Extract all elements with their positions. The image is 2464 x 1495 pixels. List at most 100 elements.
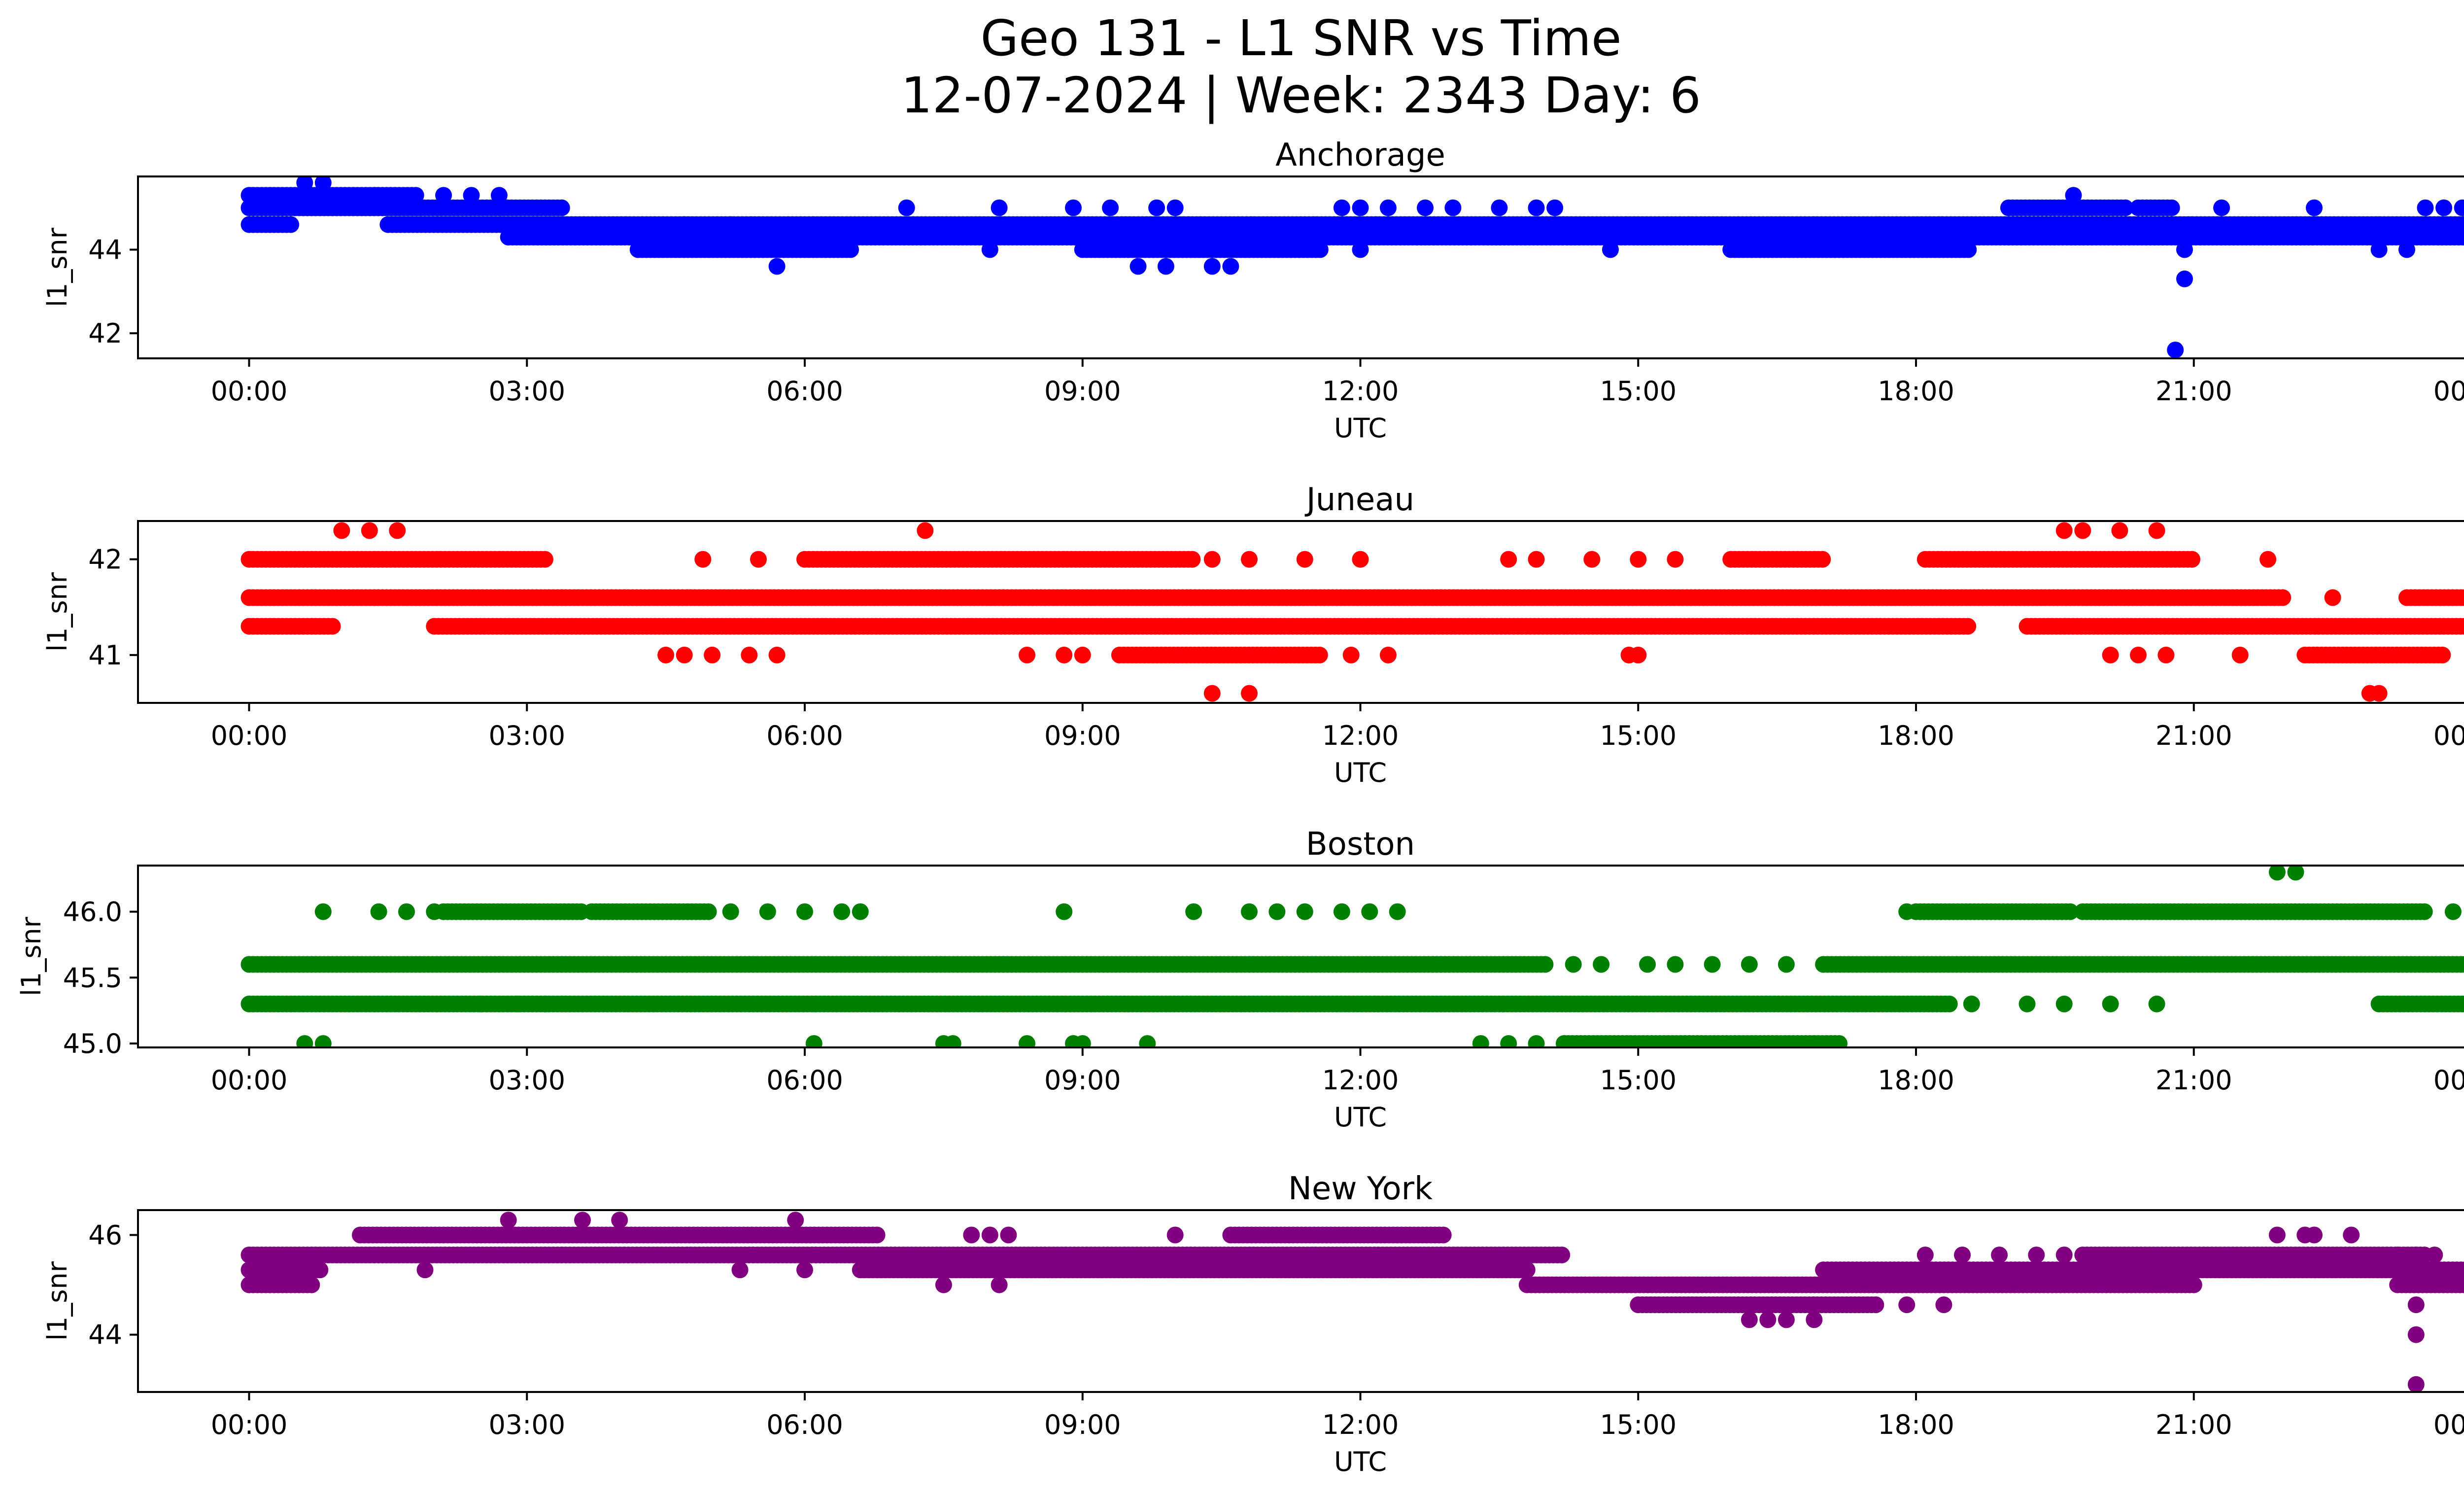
x-tick-label: 06:00 xyxy=(766,1065,843,1096)
chart-title: Geo 131 - L1 SNR vs Time xyxy=(981,9,1622,67)
chart-subtitle: 12-07-2024 | Week: 2343 Day: 6 xyxy=(901,67,1701,124)
data-point xyxy=(741,646,758,663)
data-point xyxy=(2444,903,2462,920)
data-point xyxy=(1831,1035,1848,1047)
data-point xyxy=(1333,199,1350,216)
data-point xyxy=(2019,995,2036,1012)
data-point xyxy=(1222,258,1239,275)
data-point xyxy=(472,995,489,1012)
data-point xyxy=(1528,1035,1545,1047)
data-point xyxy=(2117,199,2134,216)
data-point xyxy=(694,551,712,568)
data-point xyxy=(1074,1035,1091,1047)
x-tick-label: 12:00 xyxy=(1322,1065,1399,1096)
data-point xyxy=(2370,685,2388,702)
data-point xyxy=(2462,999,2464,1009)
data-point xyxy=(796,903,813,920)
data-point xyxy=(1518,1261,1536,1279)
data-point xyxy=(852,903,869,920)
data-point xyxy=(536,551,553,568)
data-point xyxy=(2268,866,2286,881)
data-point xyxy=(2306,199,2323,216)
data-point xyxy=(1602,241,1619,258)
data-point xyxy=(2434,646,2451,663)
x-tick-label: 03:00 xyxy=(488,720,565,751)
data-point xyxy=(2148,522,2165,539)
data-point xyxy=(296,176,313,191)
data-point xyxy=(2213,199,2230,216)
data-point xyxy=(553,199,570,216)
data-point xyxy=(282,216,300,233)
data-point xyxy=(2370,241,2388,258)
data-point xyxy=(1203,258,1221,275)
data-point xyxy=(2111,522,2128,539)
data-point xyxy=(370,903,387,920)
data-point xyxy=(2065,187,2082,204)
data-point xyxy=(1704,956,1721,973)
data-point xyxy=(981,241,998,258)
data-point xyxy=(1241,685,1258,702)
data-point xyxy=(2459,229,2464,245)
y-tick-label: 44 xyxy=(88,234,122,265)
data-point xyxy=(1553,1247,1571,1263)
scatter-series xyxy=(240,176,2464,358)
data-point xyxy=(1537,956,1554,973)
x-tick-label: 00:00 xyxy=(211,720,288,751)
data-point xyxy=(2184,551,2200,568)
x-tick-label: 00:00 xyxy=(2433,1065,2464,1096)
data-point xyxy=(2435,199,2453,216)
x-tick-label: 15:00 xyxy=(1600,376,1677,407)
data-point xyxy=(1166,199,1184,216)
data-point xyxy=(1203,551,1221,568)
x-tick-label: 06:00 xyxy=(766,376,843,407)
subplot-title: Juneau xyxy=(1304,482,1414,518)
data-point xyxy=(2287,866,2304,881)
data-point xyxy=(398,903,415,920)
data-point xyxy=(2148,995,2165,1012)
data-point xyxy=(676,216,693,233)
data-point xyxy=(2231,646,2249,663)
data-point xyxy=(296,1035,313,1047)
x-axis-label: UTC xyxy=(1334,1102,1387,1133)
y-tick-label: 42 xyxy=(88,318,122,349)
data-point xyxy=(314,176,332,191)
x-tick-label: 15:00 xyxy=(1600,1065,1677,1096)
data-point xyxy=(1941,995,1958,1012)
data-point xyxy=(2074,522,2091,539)
data-point xyxy=(1139,1035,1156,1047)
data-point xyxy=(722,903,739,920)
data-point xyxy=(1203,685,1221,702)
data-point xyxy=(2461,1263,2464,1277)
data-point xyxy=(2460,619,2464,633)
data-point xyxy=(1444,199,1462,216)
data-point xyxy=(2061,903,2079,920)
data-point xyxy=(1019,1035,1035,1047)
y-axis-label: l1_snr xyxy=(42,227,73,307)
data-point xyxy=(1311,646,1328,663)
x-tick-label: 09:00 xyxy=(1044,720,1121,751)
data-point xyxy=(426,903,443,920)
data-point xyxy=(1565,956,1582,973)
data-point xyxy=(333,522,350,539)
data-point xyxy=(842,241,859,258)
data-point xyxy=(1102,199,1119,216)
data-point xyxy=(1741,956,1758,973)
data-point xyxy=(944,1035,961,1047)
data-point xyxy=(1491,199,1508,216)
data-point xyxy=(1500,551,1517,568)
x-tick-label: 12:00 xyxy=(1322,376,1399,407)
data-point xyxy=(324,618,341,635)
scatter-series xyxy=(240,522,2464,702)
data-point xyxy=(2463,233,2464,242)
data-point xyxy=(1960,241,1977,258)
data-point xyxy=(1333,903,1350,920)
data-point xyxy=(1311,241,1329,258)
data-point xyxy=(2461,591,2464,604)
data-point xyxy=(1667,551,1684,568)
data-point xyxy=(1546,199,1564,216)
